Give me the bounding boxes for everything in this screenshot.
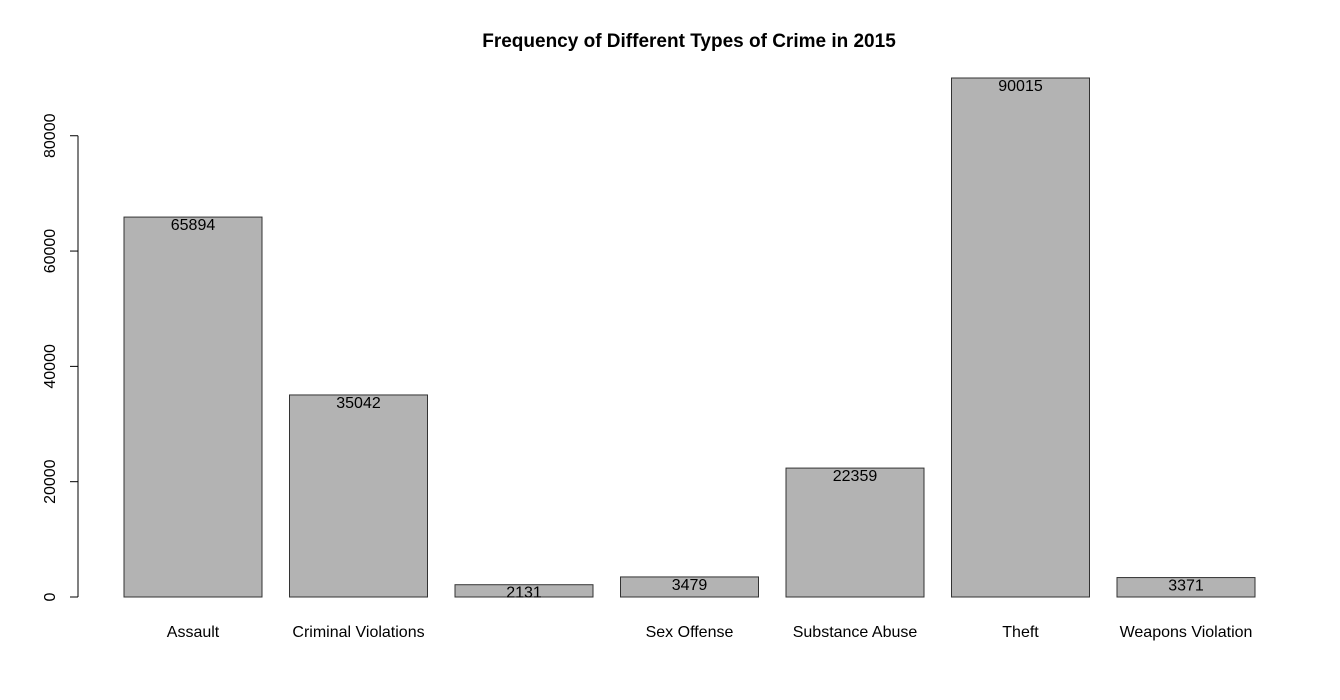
y-tick-label: 20000: [42, 459, 59, 504]
y-tick-label: 0: [42, 592, 59, 601]
bar-group: [123, 77, 1256, 598]
bar: [454, 584, 594, 598]
bar-value-label: 3371: [1168, 578, 1204, 595]
bar: [289, 394, 428, 598]
value-label-group: 65894 35042 2131 3479 22359 90015 3371: [171, 78, 1204, 602]
y-tick-label: 40000: [42, 344, 59, 389]
bar-value-label: 3479: [672, 577, 708, 594]
bar: [1116, 577, 1256, 598]
bar-value-label: 35042: [336, 395, 381, 412]
y-tick-label: 80000: [42, 113, 59, 158]
x-category-label: Theft: [1002, 624, 1039, 641]
x-category-label: Weapons Violation: [1120, 624, 1253, 641]
chart-title: Frequency of Different Types of Crime in…: [482, 31, 896, 52]
bar: [785, 467, 925, 598]
bar-value-label: 2131: [506, 585, 542, 602]
bar-value-label: 22359: [833, 468, 878, 485]
y-axis: 0 20000 40000 60000 80000: [42, 113, 79, 601]
x-category-label: Sex Offense: [646, 624, 734, 641]
x-category-label: Substance Abuse: [793, 624, 918, 641]
y-tick-label: 60000: [42, 229, 59, 274]
bar: [620, 576, 759, 598]
bar-value-label: 65894: [171, 217, 216, 234]
category-label-group: Assault Criminal Violations Sex Offense Sub…: [167, 624, 1253, 641]
bar-value-label: 90015: [998, 78, 1043, 95]
x-category-label: Criminal Violations: [292, 624, 424, 641]
bar: [123, 216, 263, 598]
bar: [951, 77, 1090, 598]
x-category-label: Assault: [167, 624, 220, 641]
